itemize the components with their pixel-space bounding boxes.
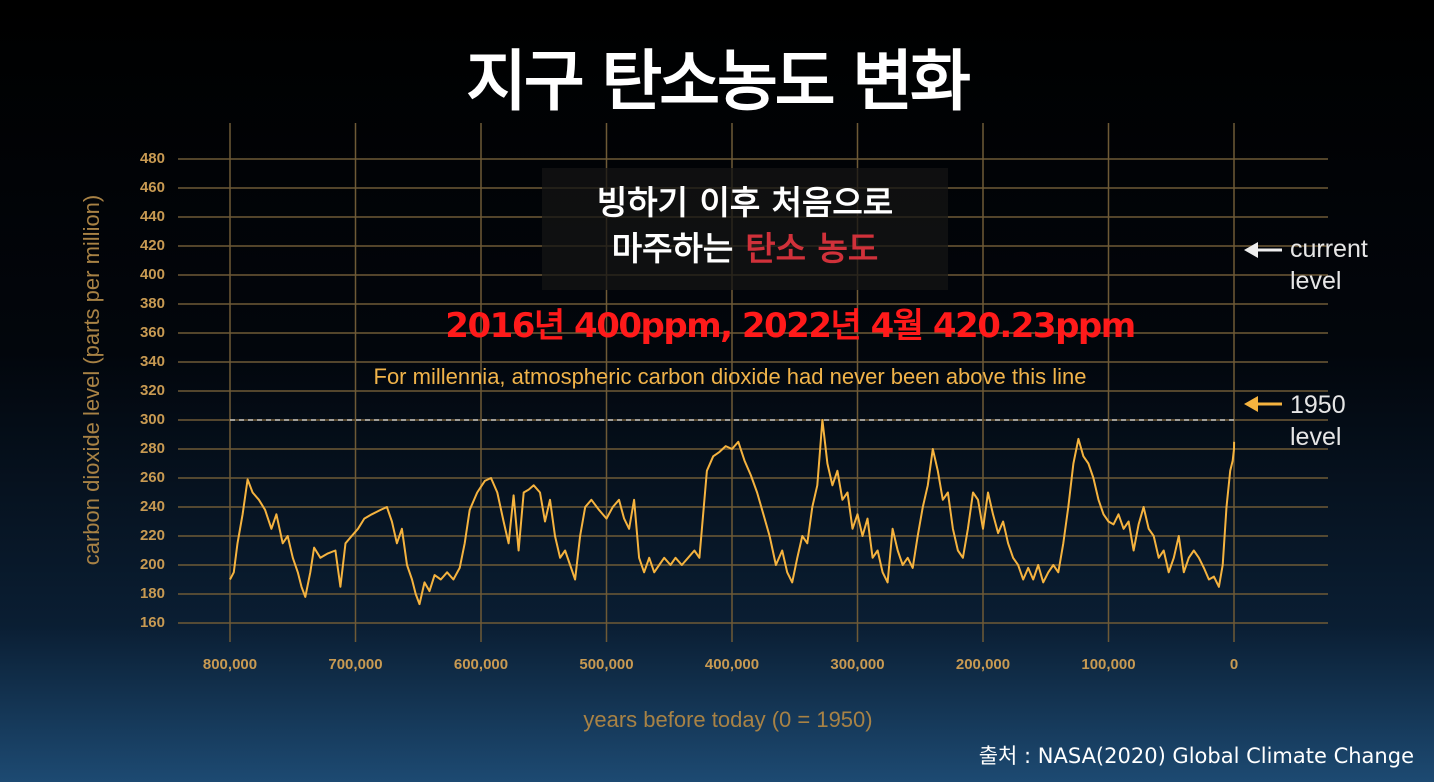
x-tick-label: 700,000 xyxy=(328,656,382,673)
x-tick-label: 600,000 xyxy=(454,656,508,673)
arrow-head xyxy=(1244,396,1258,412)
annotation: 1950 level xyxy=(1290,391,1346,451)
x-tick-label: 0 xyxy=(1230,656,1238,673)
y-tick-label: 160 xyxy=(140,614,165,631)
y-tick-label: 200 xyxy=(140,556,165,573)
annotation: current level xyxy=(1290,235,1368,295)
title: 지구 탄소농도 변화 xyxy=(466,43,971,120)
overlay-highlight: 탄소 농도 xyxy=(745,229,879,268)
y-tick-label: 320 xyxy=(140,382,165,399)
x-tick-label: 400,000 xyxy=(705,656,759,673)
x-tick-label: 300,000 xyxy=(830,656,884,673)
y-tick-label: 300 xyxy=(140,411,165,428)
y-tick-label: 400 xyxy=(140,266,165,283)
y-tick-label: 360 xyxy=(140,324,165,341)
y-tick-label: 380 xyxy=(140,295,165,312)
overlay-line: 빙하기 이후 처음으로 xyxy=(596,183,894,222)
y-tick-label: 240 xyxy=(140,498,165,515)
y-tick-label: 480 xyxy=(140,150,165,167)
x-tick-label: 200,000 xyxy=(956,656,1010,673)
y-tick-label: 420 xyxy=(140,237,165,254)
overlay-box xyxy=(542,168,948,290)
overlay-text: 마주하는 xyxy=(611,229,734,268)
stats: 2016년 400ppm, 2022년 4월 420.23ppm xyxy=(445,306,1136,346)
y-tick-label: 440 xyxy=(140,208,165,225)
y-tick-label: 260 xyxy=(140,469,165,486)
source: 출처 : NASA(2020) Global Climate Change xyxy=(978,744,1414,768)
x-tick-label: 800,000 xyxy=(203,656,257,673)
co2-line xyxy=(229,419,1236,606)
y-tick-label: 460 xyxy=(140,179,165,196)
y-tick-label: 280 xyxy=(140,440,165,457)
overlay-line: 마주하는 탄소 농도 xyxy=(542,222,948,270)
y-tick-label: 340 xyxy=(140,353,165,370)
x-axis-label: years before today (0 = 1950) xyxy=(583,707,872,732)
y-tick-label: 180 xyxy=(140,585,165,602)
annotation: For millennia, atmospheric carbon dioxid… xyxy=(373,364,1087,389)
y-tick-label: 220 xyxy=(140,527,165,544)
y-axis-label: carbon dioxide level (parts per million) xyxy=(79,195,104,566)
x-tick-label: 100,000 xyxy=(1081,656,1135,673)
arrow-head xyxy=(1244,242,1258,258)
x-tick-label: 500,000 xyxy=(579,656,633,673)
